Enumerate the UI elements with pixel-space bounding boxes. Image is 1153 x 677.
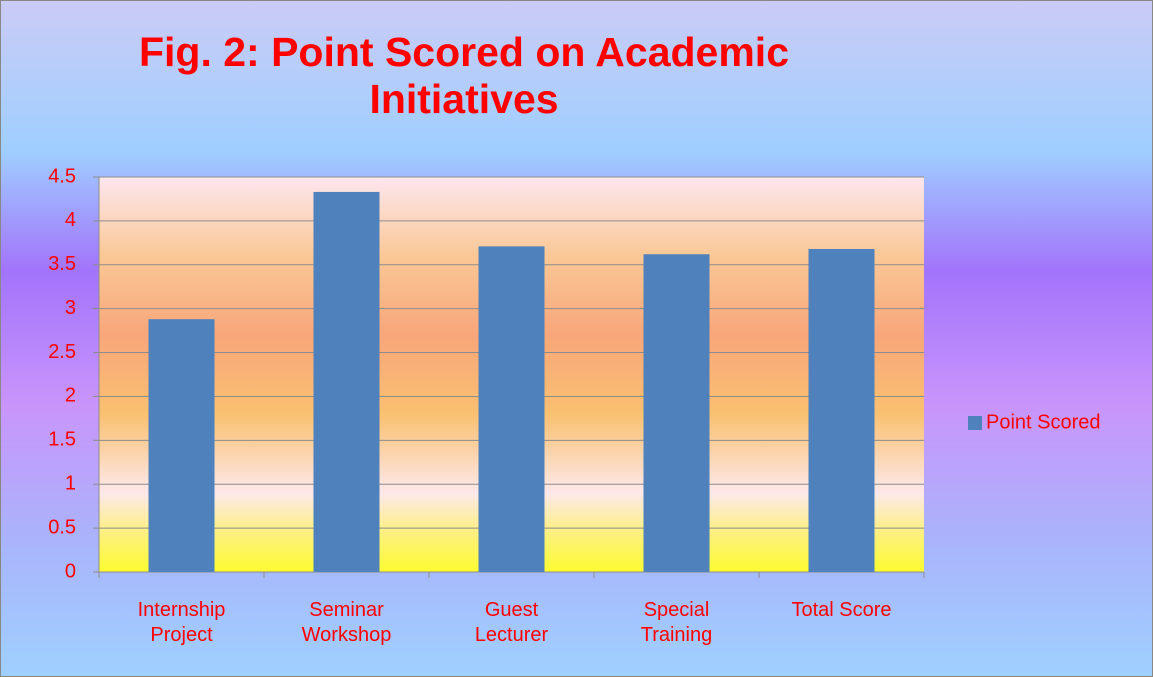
y-tick-label: 3: [65, 297, 76, 319]
bar: [808, 248, 875, 572]
x-tick-label: Internship Project: [137, 599, 226, 646]
x-tick-label: Special Training: [640, 599, 713, 646]
bar: [478, 246, 545, 572]
y-tick-label: 4.5: [48, 165, 76, 187]
y-tick-label: 2: [65, 385, 76, 407]
x-tick-label: Seminar Workshop: [301, 599, 392, 646]
y-tick-label: 0: [65, 560, 76, 582]
legend-label: Point Scored: [986, 411, 1101, 433]
x-tick-label: Total Score: [791, 599, 892, 621]
y-tick-label: 2.5: [48, 341, 76, 363]
y-tick-label: 4: [65, 209, 76, 231]
y-tick-label: 3.5: [48, 253, 76, 275]
bar: [313, 191, 380, 572]
y-tick-label: 0.5: [48, 516, 76, 538]
y-tick-label: 1.5: [48, 429, 76, 451]
y-tick-label: 1: [65, 473, 76, 495]
bar: [643, 254, 710, 572]
bar: [148, 319, 215, 572]
x-tick-label: Guest Lecturer: [474, 599, 549, 646]
chart-title: Fig. 2: Point Scored on Academic Initiat…: [138, 29, 790, 122]
legend-swatch: [968, 416, 982, 430]
